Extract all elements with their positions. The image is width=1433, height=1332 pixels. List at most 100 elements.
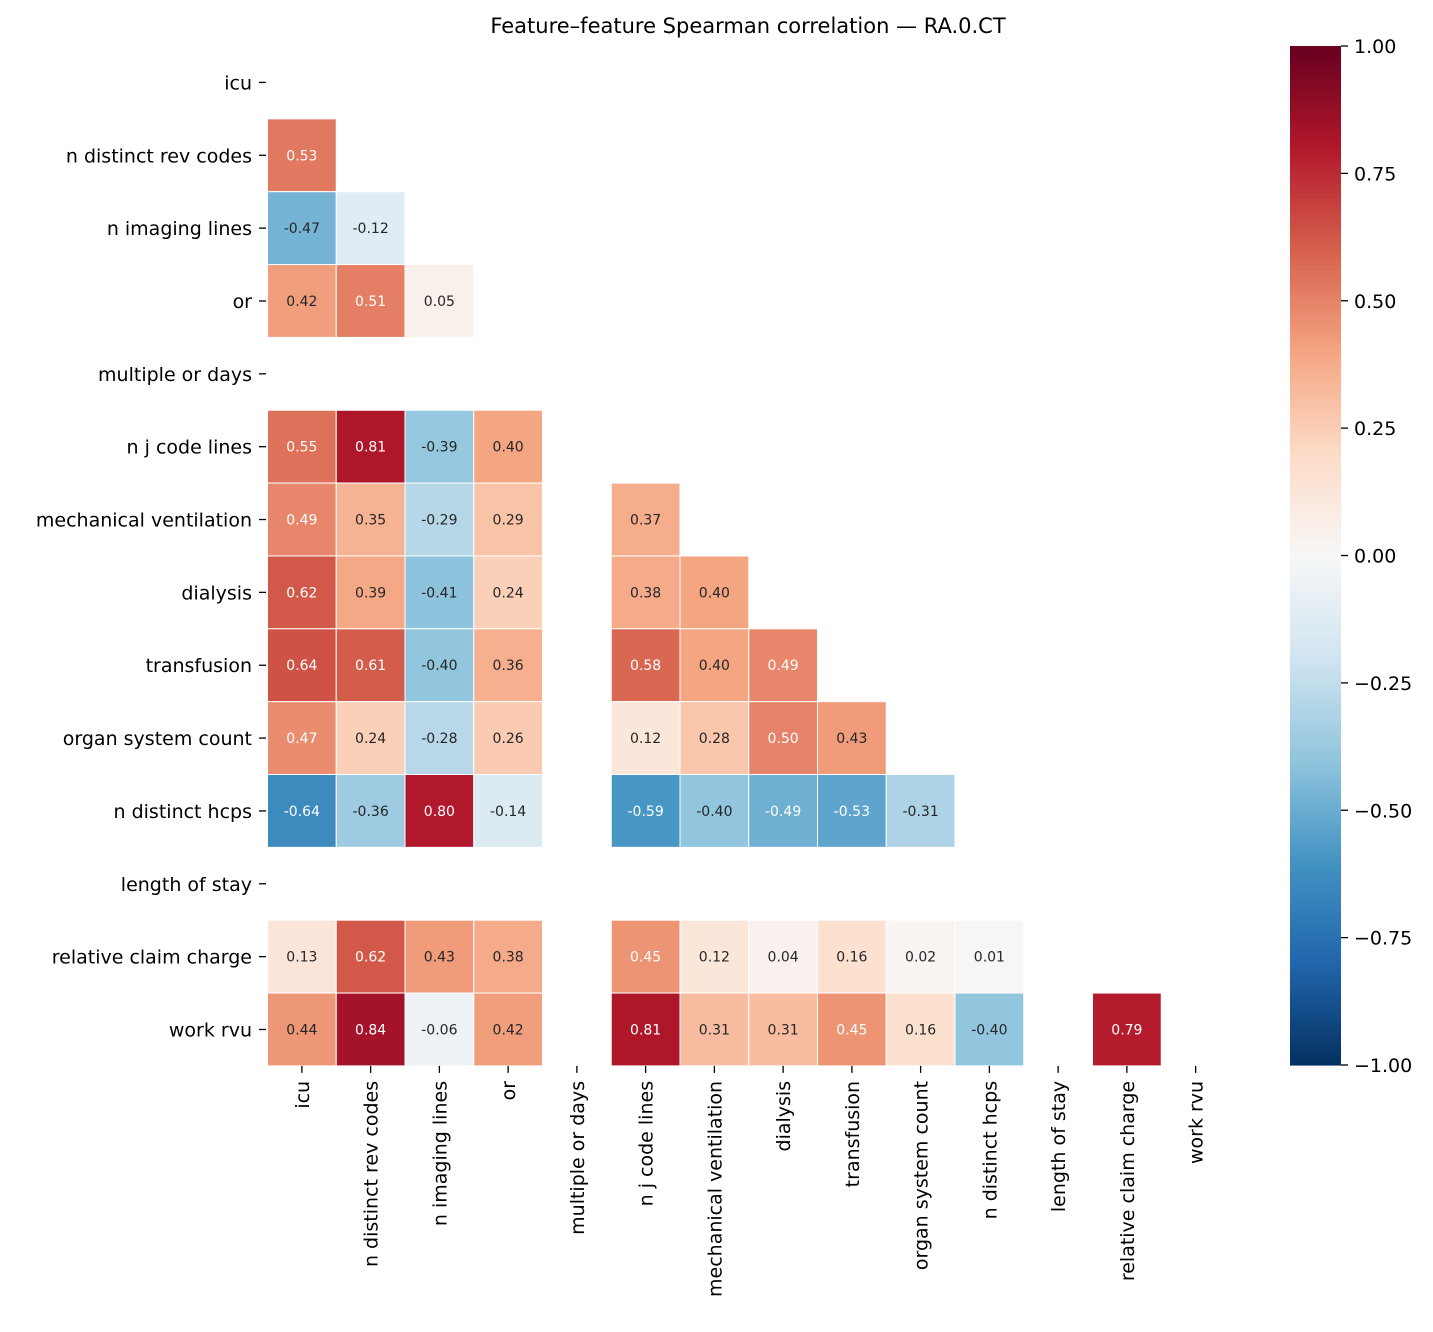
colorbar-segment [1290,1059,1341,1066]
colorbar-segment [1290,244,1341,251]
colorbar-segment [1290,326,1341,332]
heatmap-cell [404,701,475,776]
colorbar-segment [1290,219,1341,225]
cell-value-label: 0.53 [286,148,317,164]
colorbar-segment [1290,810,1341,816]
cell-value-label: 0.84 [355,1022,386,1038]
colorbar-segment [1290,142,1341,149]
colorbar-segment [1290,662,1341,669]
colorbar-segment [1290,198,1341,205]
x-tick-label: transfusion [842,1081,864,1187]
colorbar-segment [1290,1049,1341,1056]
colorbar-segment [1290,820,1341,827]
colorbar-segment [1290,682,1341,689]
cell-value-label: 0.62 [355,950,386,966]
colorbar-segment [1290,163,1341,169]
cell-value-label: -0.06 [421,1022,457,1038]
x-tick-label: mechanical ventilation [704,1081,726,1297]
colorbar-segment [1290,249,1341,256]
colorbar-segment [1290,310,1341,317]
cell-value-label: 0.49 [286,513,317,529]
colorbar-segment [1290,881,1341,888]
colorbar-segment [1290,733,1341,740]
cell-value-label: 0.55 [286,440,317,456]
heatmap-cell [267,118,337,193]
cell-value-label: 0.02 [905,950,936,966]
y-axis-labels: icu n distinct rev codes n imaging lines or… [36,72,266,1041]
cell-value-label: -0.39 [421,440,457,456]
colorbar-segment [1290,958,1341,964]
x-tick-label: icu [292,1081,314,1109]
colorbar-segment [1290,856,1341,862]
heatmap-cell [679,919,750,994]
colorbar-segment [1290,127,1341,134]
cell-value-label: 0.42 [286,294,317,310]
colorbar-segment [1290,209,1341,215]
colorbar-segment [1290,626,1341,633]
cell-value-label: 0.81 [355,440,386,456]
colorbar-segment [1290,397,1341,404]
colorbar-segment [1290,642,1341,648]
cell-value-label: 0.62 [286,585,317,601]
y-tick-label: transfusion [146,655,252,677]
colorbar-segment [1290,382,1341,388]
colorbar-segment [1290,280,1341,287]
colorbar-tick-label: −0.50 [1354,800,1412,822]
colorbar-segment [1290,718,1341,725]
colorbar-segment [1290,361,1341,368]
colorbar-segment [1290,224,1341,231]
colorbar-segment [1290,484,1341,490]
heatmap-cell [404,264,475,338]
heatmap-cell [335,919,406,994]
heatmap-cell [817,919,887,994]
colorbar-segment [1290,917,1341,923]
colorbar-segment [1290,259,1341,266]
colorbar-segment [1290,504,1341,511]
colorbar-segment [1290,438,1341,445]
colorbar-segment [1290,183,1341,190]
colorbar-segment [1290,1014,1341,1020]
colorbar-segment [1290,214,1341,220]
colorbar-segment [1290,830,1341,837]
colorbar-segment [1290,866,1341,872]
colorbar-segment [1290,886,1341,893]
colorbar-segment [1290,346,1341,353]
colorbar-segment [1290,402,1341,409]
cell-value-label: -0.40 [421,658,457,674]
colorbar-segment [1290,372,1341,378]
colorbar-segment [1290,738,1341,745]
colorbar-segment [1290,428,1341,434]
cell-value-label: -0.64 [284,804,320,820]
y-tick-label: multiple or days [98,364,252,386]
cell-value-label: 0.26 [493,731,524,747]
cell-value-label: 0.12 [699,950,730,966]
heatmap-cell [473,919,543,994]
cell-value-label: 0.80 [424,804,455,820]
heatmap-cell [473,555,543,630]
colorbar-segment [1290,56,1341,62]
heatmap-cell [679,628,750,703]
heatmap-cell [335,774,406,848]
colorbar-segment [1290,300,1341,307]
heatmap-cells: 0.53 -0.47 -0.12 0.42 0.51 0.05 0.55 0.81 -0.39 0… [267,118,1162,1067]
colorbar-segment [1290,458,1341,465]
colorbar-segment [1290,535,1341,541]
cell-value-label: 0.50 [768,731,799,747]
colorbar-segment [1290,952,1341,959]
colorbar-segment [1290,254,1341,261]
y-tick-label: icu [224,72,252,94]
colorbar-segment [1290,173,1341,180]
cell-value-label: 0.31 [768,1022,799,1038]
cell-value-label: 0.47 [286,731,317,747]
colorbar-segment [1290,107,1341,113]
cell-value-label: 0.29 [493,513,524,529]
cell-value-label: 0.42 [493,1022,524,1038]
colorbar-segment [1290,560,1341,567]
cell-value-label: -0.36 [353,804,389,820]
cell-value-label: 0.04 [768,950,799,966]
heatmap-cell [748,701,818,776]
colorbar-segment [1290,901,1341,908]
colorbar-segment [1290,530,1341,536]
colorbar-segment [1290,616,1341,623]
